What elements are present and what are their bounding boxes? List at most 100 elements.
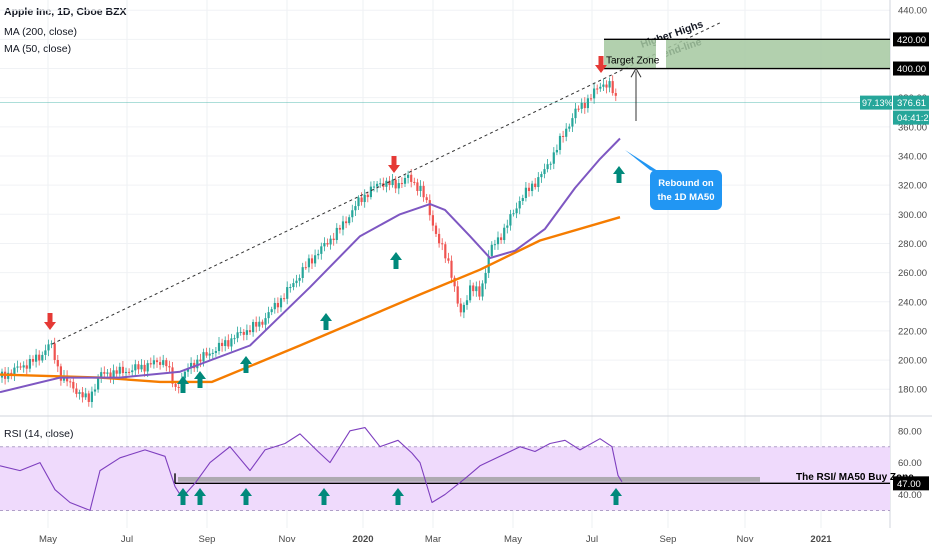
candle xyxy=(115,366,118,379)
candle xyxy=(459,298,462,317)
candle xyxy=(13,363,16,381)
candle xyxy=(16,360,19,373)
candle xyxy=(363,189,366,208)
time-tick-label: 2021 xyxy=(810,534,832,545)
candle xyxy=(217,337,221,355)
candle xyxy=(264,312,267,331)
candle xyxy=(450,255,453,284)
callout-line-2: the 1D MA50 xyxy=(657,192,714,203)
candle xyxy=(589,94,593,102)
candle xyxy=(224,336,227,352)
candle xyxy=(540,171,543,183)
candle xyxy=(608,77,611,93)
candle xyxy=(338,224,341,234)
candle xyxy=(196,354,199,372)
candle xyxy=(310,254,314,270)
candle xyxy=(208,347,211,361)
candle xyxy=(444,241,447,263)
candle xyxy=(289,283,292,293)
price-tick-label: 260.00 xyxy=(898,268,927,279)
candle xyxy=(35,348,38,368)
candle xyxy=(273,297,276,314)
time-tick-label: 2020 xyxy=(352,534,373,545)
candle xyxy=(314,249,317,267)
candle xyxy=(90,386,93,408)
candle xyxy=(593,82,596,104)
candle xyxy=(267,306,270,324)
candle xyxy=(118,362,121,377)
candle xyxy=(419,180,422,197)
candle xyxy=(385,177,388,193)
candle xyxy=(41,351,44,363)
candle xyxy=(413,177,416,186)
candle xyxy=(162,354,165,368)
candle xyxy=(47,339,50,357)
candle xyxy=(562,130,565,143)
candle xyxy=(478,280,481,301)
candle xyxy=(155,357,159,368)
candle xyxy=(137,360,140,374)
candle xyxy=(348,214,351,226)
candle xyxy=(574,102,577,124)
candle xyxy=(518,196,521,215)
candle xyxy=(447,252,450,264)
candle xyxy=(143,360,146,377)
candle xyxy=(258,316,261,331)
candle xyxy=(168,360,171,374)
candle xyxy=(233,334,236,345)
candle xyxy=(549,161,552,170)
candle xyxy=(369,181,372,200)
rsi-zone-label: The RSI/ MA50 Buy Zone xyxy=(796,472,914,483)
candle xyxy=(428,194,431,221)
candle xyxy=(403,174,407,187)
candle xyxy=(59,363,62,386)
legend-ma50[interactable]: MA (50, close) xyxy=(4,43,72,55)
candle xyxy=(301,262,304,283)
candle xyxy=(227,334,230,349)
rsi-up-arrow xyxy=(610,488,622,505)
callout-box xyxy=(650,170,722,210)
rsi-up-arrow xyxy=(392,488,404,505)
rsi-up-arrow xyxy=(318,488,330,505)
candle xyxy=(255,316,258,333)
candle xyxy=(323,237,326,252)
candle xyxy=(484,268,487,290)
candle xyxy=(283,293,286,302)
candle xyxy=(335,223,338,244)
projection-arrow-head xyxy=(630,67,642,78)
candle xyxy=(140,359,143,373)
svg-text:376.61: 376.61 xyxy=(897,98,926,109)
candle xyxy=(503,223,506,244)
candle xyxy=(571,113,574,133)
legend-ma200[interactable]: MA (200, close) xyxy=(4,26,77,38)
candle xyxy=(354,200,357,217)
current-price-tag: 376.61 xyxy=(893,95,929,110)
rsi-line xyxy=(0,427,623,511)
candle xyxy=(453,275,456,292)
rsi-up-arrow xyxy=(240,488,252,505)
candle xyxy=(31,355,35,366)
candle xyxy=(134,359,137,377)
candle xyxy=(546,158,549,173)
down-arrow xyxy=(44,313,56,330)
down-arrow xyxy=(388,156,400,173)
candle xyxy=(214,346,217,357)
candle xyxy=(341,215,345,236)
callout-line-1: Rebound on xyxy=(658,178,714,189)
callout: Rebound on the 1D MA50 xyxy=(625,150,722,210)
candle xyxy=(279,295,283,312)
candle xyxy=(493,239,496,250)
annotations: Higher Highstrend-lineTarget ZoneRebound… xyxy=(0,18,914,505)
svg-text:420.00: 420.00 xyxy=(897,35,926,46)
candle xyxy=(438,228,441,248)
legend-rsi[interactable]: RSI (14, close) xyxy=(4,428,74,440)
candle xyxy=(329,235,332,250)
candle xyxy=(391,173,394,188)
ma50-line xyxy=(0,137,621,394)
price-tick-label: 180.00 xyxy=(898,385,927,396)
candle xyxy=(434,222,438,238)
axes: 180.00 200.00 220.00 240.00 260.00 280.00 300.… xyxy=(39,6,932,545)
candle xyxy=(295,274,298,288)
up-arrow xyxy=(613,166,625,183)
